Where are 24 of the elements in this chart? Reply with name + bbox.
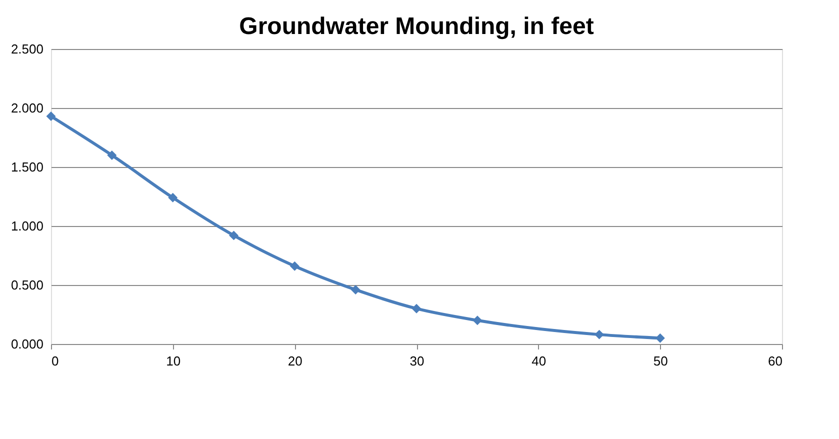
- x-tick-label: 60: [768, 354, 782, 368]
- point: [107, 150, 117, 160]
- x-tick-label: 30: [410, 354, 424, 368]
- x-tick-label: 20: [288, 354, 302, 368]
- y-tick-label: 1.500: [10, 160, 44, 174]
- point: [290, 261, 300, 271]
- point: [472, 316, 482, 326]
- point: [655, 333, 665, 343]
- point: [350, 284, 360, 294]
- x-tick-label: 0: [52, 354, 59, 368]
- x-tick-label: 50: [653, 354, 668, 368]
- point: [229, 230, 238, 240]
- y-tick-label: 1.000: [10, 218, 44, 234]
- y-tick-label: 2.500: [10, 42, 44, 56]
- x-tick-label: 40: [532, 354, 546, 368]
- point: [168, 192, 178, 202]
- y-tick-label: 0.500: [10, 278, 44, 292]
- point: [594, 330, 604, 340]
- point: [412, 304, 422, 314]
- chart-title: Groundwater Mounding, in feet: [239, 13, 594, 40]
- y-tick-label: 0.000: [10, 336, 44, 352]
- point: [46, 112, 56, 122]
- x-tick-label: 10: [166, 354, 181, 368]
- y-tick-label: 2.000: [10, 100, 44, 116]
